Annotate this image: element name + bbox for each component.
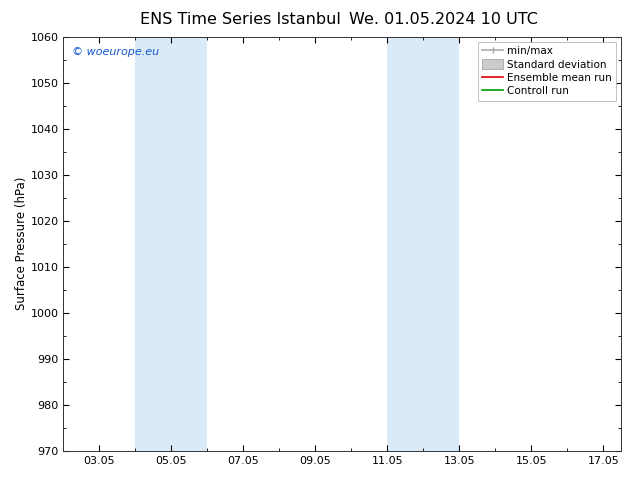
Bar (136, 37, 207, 451)
Text: © woeurope.eu: © woeurope.eu (72, 47, 159, 57)
Text: ENS Time Series Istanbul: ENS Time Series Istanbul (141, 12, 341, 27)
Bar (387, 37, 460, 451)
Text: We. 01.05.2024 10 UTC: We. 01.05.2024 10 UTC (349, 12, 538, 27)
Y-axis label: Surface Pressure (hPa): Surface Pressure (hPa) (15, 177, 28, 311)
Legend: min/max, Standard deviation, Ensemble mean run, Controll run: min/max, Standard deviation, Ensemble me… (478, 42, 616, 100)
